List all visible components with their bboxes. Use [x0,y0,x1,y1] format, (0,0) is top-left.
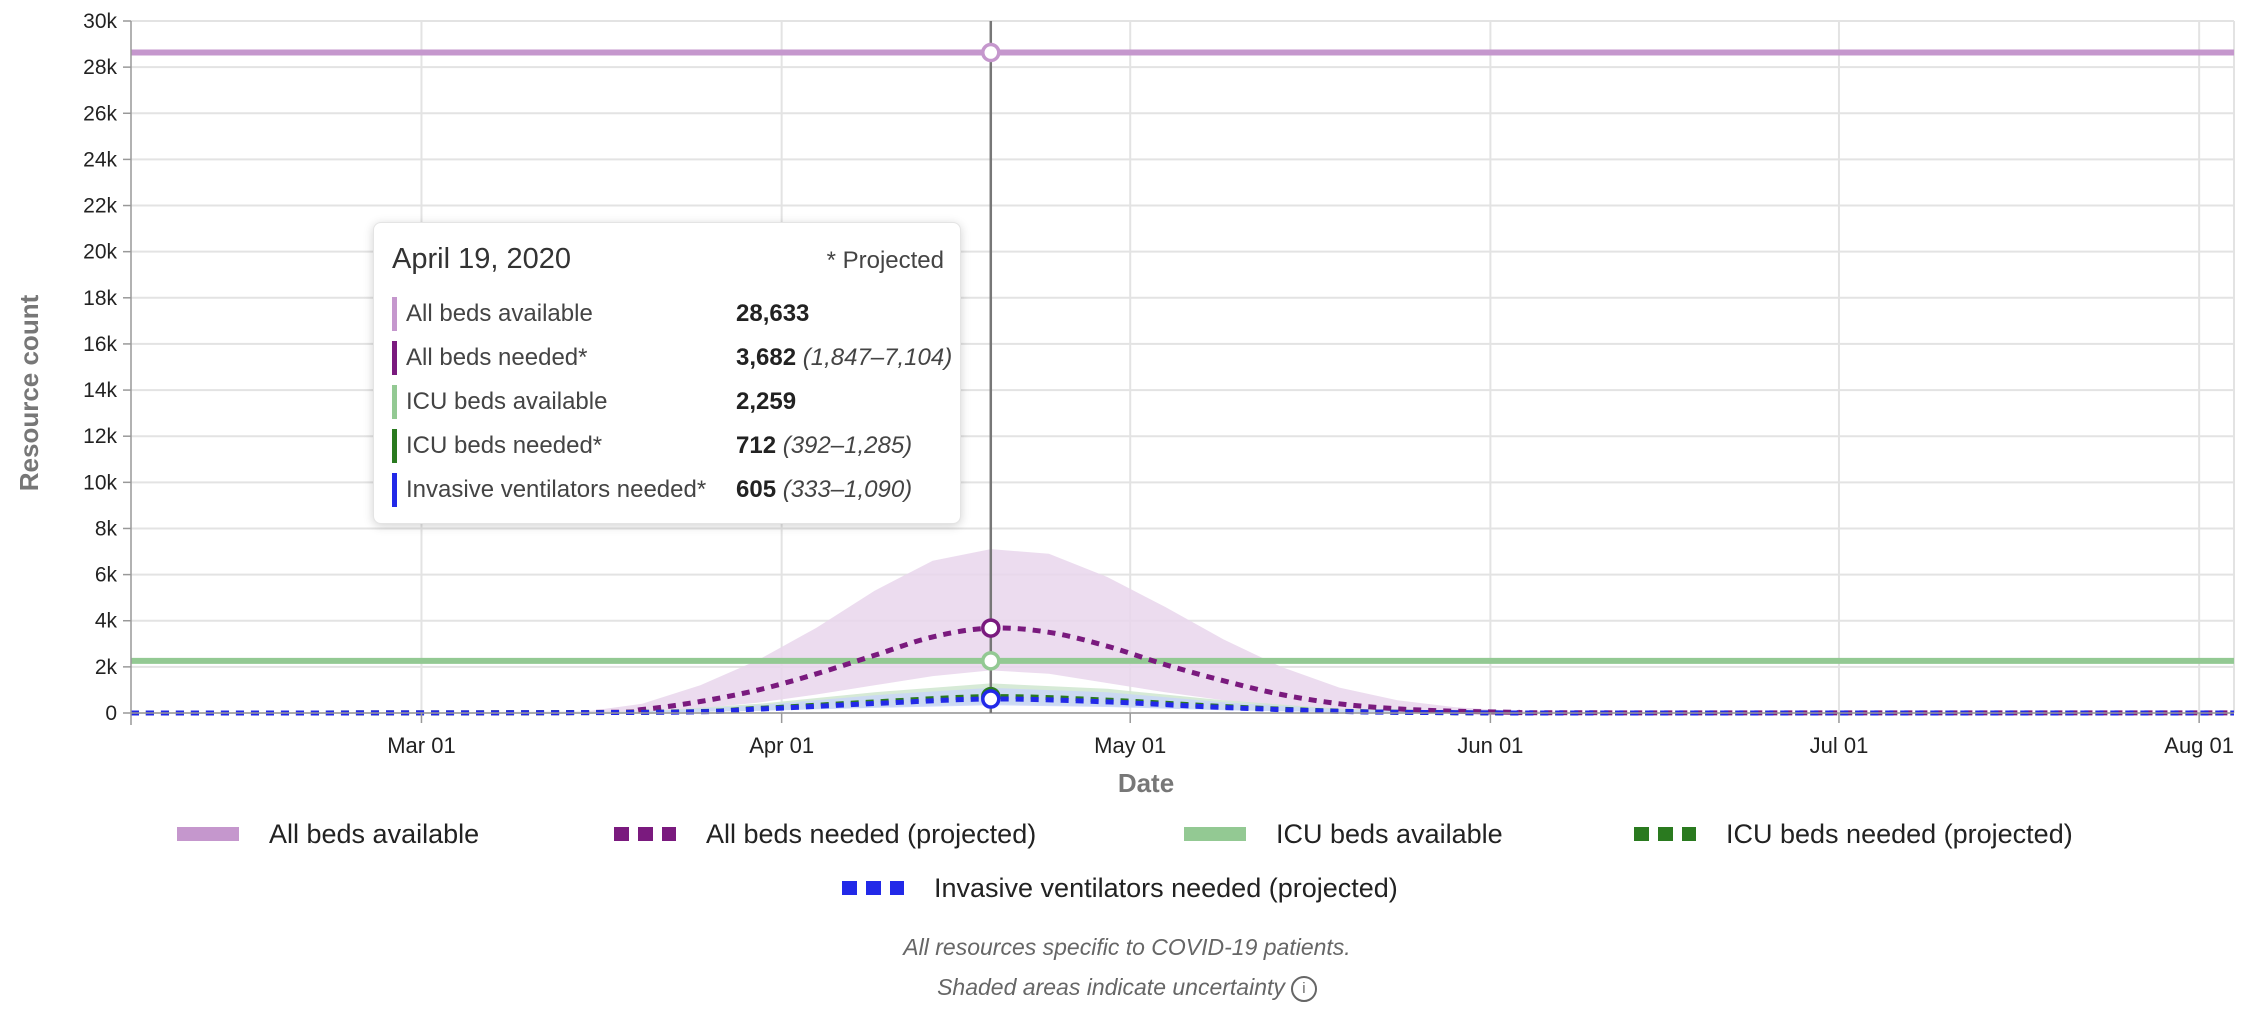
info-icon[interactable]: i [1290,975,1317,1002]
tooltip-value: 605 (333–1,090) [736,476,913,503]
legend-swatch [842,881,904,895]
y-tick-label: 18k [83,287,117,310]
tooltip-value: 2,259 [736,388,797,415]
y-tick-label: 8k [95,517,118,540]
all_beds_available-hover-marker [981,42,1001,63]
tooltip-row-all-beds-available: All beds available 28,633 [392,297,952,331]
tooltip-label: All beds available [406,300,593,327]
tooltip-range: (1,847–7,104) [802,344,953,371]
y-tick-label: 16k [83,333,117,356]
y-tick-label: 30k [83,10,117,33]
tooltip-value: 712 (392–1,285) [736,432,913,459]
y-tick-label: 26k [83,102,117,125]
tooltip-value: 28,633 [736,300,810,327]
tooltip-row-all-beds-needed: All beds needed* 3,682 (1,847–7,104) [392,341,952,375]
x-tick-label: Aug 01 [2164,733,2234,758]
legend-label: All beds needed (projected) [706,819,1037,849]
footnote-uncertainty-text: Shaded areas indicate uncertainty [937,974,1285,1000]
legend-label: All beds available [269,819,480,849]
tooltip-swatch [392,297,397,331]
tooltip-projected-note: * Projected [826,247,944,274]
x-tick-label: Mar 01 [387,733,455,758]
x-axis-title: Date [1118,768,1174,798]
tooltip-row-icu-beds-available: ICU beds available 2,259 [392,385,952,419]
tooltip-swatch [392,385,397,419]
legend-swatch [1634,827,1696,841]
tooltip-range: (392–1,285) [782,432,913,459]
ventilators_needed-band [131,687,2234,713]
y-tick-label: 14k [83,379,117,402]
hover-indicator [981,21,1001,713]
legend-swatch [1184,827,1246,841]
legend-swatch [614,827,676,841]
hover-tooltip: April 19, 2020 * Projected All beds avai… [373,222,961,524]
all_beds_needed-line [130,625,2235,716]
y-tick-label: 28k [83,56,117,79]
y-tick-label: 2k [95,656,118,679]
footnote-uncertainty: Shaded areas indicate uncertainty i [0,974,2254,1002]
y-tick-label: 24k [83,148,117,171]
resource-chart: 0 2k 4k 6k 8k 10k 12k 14k 16k 18k 20k 22k 24k 26k 28k 3… [14,10,2235,798]
tooltip-row-ventilators-needed: Invasive ventilators needed* 605 (333–1,… [392,473,952,507]
legend-swatch [177,827,239,841]
tooltip-value: 3,682 (1,847–7,104) [736,344,953,371]
tooltip-label: All beds needed* [406,344,588,371]
series-lines [130,49,2235,716]
ventilators_needed-hover-marker [981,689,1001,709]
y-tick-label: 4k [95,610,118,633]
all_beds_needed-hover-marker [981,618,1001,638]
y-tick-label: 22k [83,195,117,218]
tooltip-label: ICU beds needed* [406,432,603,459]
icu_beds_needed-band [131,683,2234,713]
y-tick-label: 12k [83,425,117,448]
y-tick-label: 6k [95,564,118,587]
x-tick-label: May 01 [1094,733,1166,758]
x-tick-label: Apr 01 [749,733,814,758]
legend-label: Invasive ventilators needed (projected) [934,873,1398,903]
footnote-covid: All resources specific to COVID-19 patie… [903,934,1351,960]
x-tick-label: Jun 01 [1457,733,1523,758]
tooltip-label: ICU beds available [406,388,608,415]
tooltip-range: (333–1,090) [782,476,913,503]
y-tick-label: 0 [105,702,117,725]
y-axis-title: Resource count [14,294,44,491]
axes: 0 2k 4k 6k 8k 10k 12k 14k 16k 18k 20k 22k 24k 26k 28k 3… [83,10,2234,758]
tooltip-date: April 19, 2020 [392,243,571,275]
uncertainty-bands [131,549,2234,713]
legend-label: ICU beds available [1276,819,1503,849]
tooltip-label: Invasive ventilators needed* [406,476,707,503]
x-tick-label: Jul 01 [1810,733,1869,758]
tooltip-row-icu-beds-needed: ICU beds needed* 712 (392–1,285) [392,429,952,463]
y-tick-label: 20k [83,241,117,264]
chart-legend: All beds available All beds needed (proj… [0,815,2254,915]
tooltip-swatch [392,429,397,463]
tooltip-swatch [392,341,397,375]
legend-label: ICU beds needed (projected) [1726,819,2073,849]
all_beds_needed-band [131,549,2234,713]
tooltip-swatch [392,473,397,507]
y-tick-label: 10k [83,471,117,494]
icu_beds_available-hover-marker [981,651,1001,671]
